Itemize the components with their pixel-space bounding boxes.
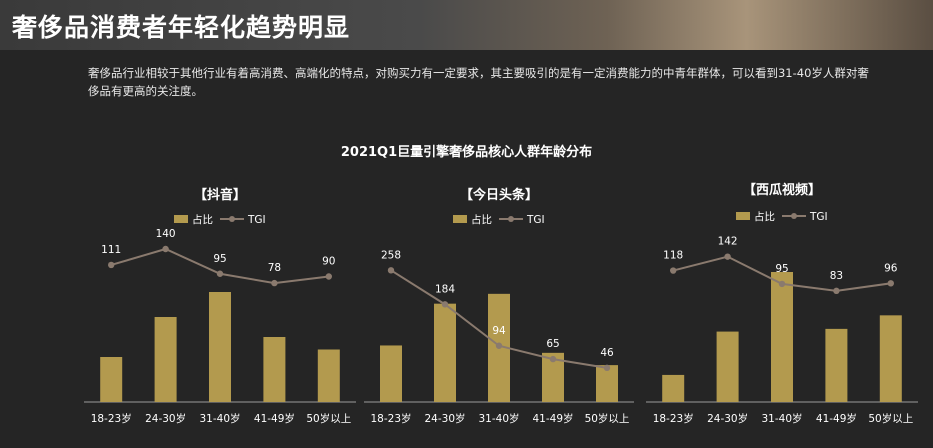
tgi-point [216, 270, 224, 277]
tgi-data-label: 83 [830, 270, 843, 282]
legend-swatch-bar [174, 215, 188, 223]
chart-panel-3: 【西瓜视频】占比 TGI 18-23岁 24-30岁 31-40岁 41-49岁 50岁以上… [646, 182, 918, 425]
chart-panel-1: 【抖音】占比 TGI 18-23岁 24-30岁 31-40岁 41-49岁 50岁以上 11… [84, 187, 356, 425]
tgi-point [108, 261, 115, 269]
tgi-data-label: 78 [268, 262, 281, 274]
legend-label-bar: 占比 [471, 213, 492, 226]
bar [317, 349, 340, 402]
bar [209, 292, 231, 402]
tgi-data-label: 46 [600, 347, 614, 359]
x-tick-label: 31-40岁 [478, 412, 519, 425]
x-tick-label: 50岁以上 [306, 412, 351, 425]
chart-legend: 占比 TGI [736, 210, 828, 223]
chart-panel-2: 【今日头条】占比 TGI 18-23岁 24-30岁 31-40岁 41-49岁 50岁以上… [364, 187, 634, 425]
tgi-point [724, 253, 731, 260]
tgi-point [887, 280, 894, 287]
header-banner: 奢侈品消费者年轻化趋势明显 [0, 0, 933, 50]
legend-label-bar: 占比 [754, 210, 775, 223]
bar [100, 357, 123, 402]
x-tick-label: 31-40岁 [761, 412, 802, 425]
page-title: 奢侈品消费者年轻化趋势明显 [12, 13, 351, 42]
tgi-point [549, 355, 557, 363]
tgi-data-label: 140 [156, 228, 176, 240]
chart-title: 【抖音】 [194, 187, 246, 203]
bar [879, 315, 902, 402]
x-tick-label: 24-30岁 [707, 412, 748, 425]
bar [825, 328, 848, 402]
legend-marker-line [508, 216, 514, 222]
bar [263, 337, 286, 402]
legend-label-bar: 占比 [192, 213, 213, 226]
tgi-point [325, 273, 332, 280]
tgi-data-label: 90 [322, 256, 335, 268]
tgi-point [670, 267, 677, 274]
tgi-data-label: 118 [663, 250, 683, 262]
tgi-point [387, 267, 395, 274]
tgi-point [833, 287, 840, 295]
x-tick-label: 24-30岁 [145, 412, 186, 425]
x-tick-label: 41-49岁 [816, 412, 857, 425]
x-tick-label: 31-40岁 [199, 412, 240, 425]
tgi-data-label: 96 [884, 262, 898, 274]
tgi-data-label: 184 [435, 283, 455, 295]
legend-marker-line [229, 216, 235, 222]
bar [716, 331, 739, 402]
chart-legend: 占比 TGI [453, 213, 545, 226]
legend-swatch-bar [736, 212, 750, 220]
tgi-point [778, 280, 786, 288]
tgi-data-label: 111 [101, 244, 121, 256]
chart-group-title: 2021Q1巨量引擎奢侈品核心人群年龄分布 [340, 145, 593, 160]
bar [434, 303, 456, 402]
x-tick-label: 18-23岁 [370, 412, 411, 425]
tgi-point [495, 342, 503, 349]
tgi-point [603, 364, 611, 372]
chart-title: 【西瓜视频】 [743, 182, 821, 198]
tgi-point [162, 245, 169, 253]
tgi-data-label: 95 [775, 263, 788, 275]
bar [154, 317, 177, 402]
tgi-data-label: 258 [381, 249, 401, 261]
tgi-data-label: 142 [718, 236, 738, 248]
tgi-point [441, 301, 449, 308]
bar [380, 345, 402, 402]
legend-label-line: TGI [809, 211, 828, 223]
x-tick-label: 18-23岁 [91, 412, 132, 425]
tgi-data-label: 94 [492, 325, 506, 337]
bar [662, 374, 685, 402]
legend-label-line: TGI [526, 214, 545, 226]
bar [596, 365, 618, 402]
legend-label-line: TGI [247, 214, 266, 226]
x-tick-label: 50岁以上 [868, 412, 913, 425]
intro-paragraph: 奢侈品行业相较于其他行业有着高消费、高端化的特点，对购买力有一定要求，其主要吸引… [88, 66, 869, 98]
bar [771, 272, 793, 402]
x-tick-label: 41-49岁 [532, 412, 573, 425]
x-tick-label: 41-49岁 [254, 412, 295, 425]
x-tick-label: 50岁以上 [585, 412, 630, 425]
chart-legend: 占比 TGI [174, 213, 266, 226]
bar [542, 352, 564, 402]
tgi-data-label: 65 [546, 338, 559, 350]
tgi-data-label: 95 [213, 253, 226, 265]
x-tick-label: 18-23岁 [653, 412, 694, 425]
legend-swatch-bar [453, 215, 467, 223]
tgi-point [271, 279, 278, 287]
x-tick-label: 24-30岁 [424, 412, 465, 425]
chart-title: 【今日头条】 [460, 187, 538, 203]
legend-marker-line [791, 213, 797, 219]
